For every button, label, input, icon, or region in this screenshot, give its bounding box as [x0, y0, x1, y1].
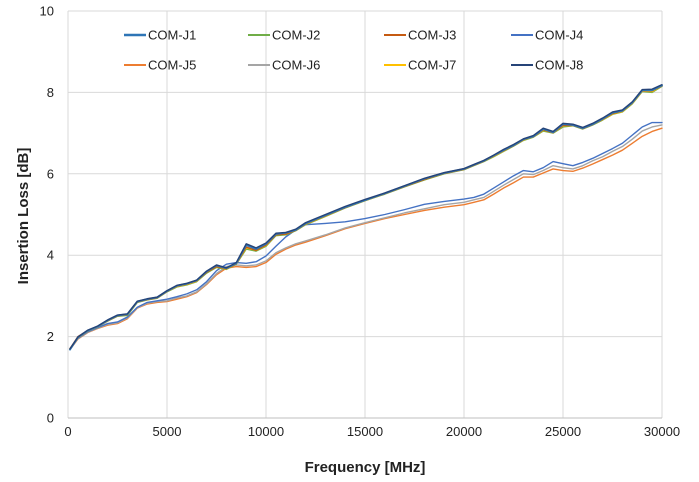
legend-item-com-j4: COM-J4	[511, 28, 583, 43]
series-line-com-j5	[69, 127, 663, 351]
legend-label: COM-J1	[148, 28, 196, 43]
legend-item-com-j1: COM-J1	[124, 28, 196, 43]
y-tick-label: 2	[47, 329, 54, 344]
legend-label: COM-J7	[408, 58, 456, 73]
legend: COM-J1 COM-J2 COM-J3 COM-J4 COM-J5 COM-J6 COM-…	[124, 28, 583, 73]
series-line-com-j1	[69, 84, 663, 351]
x-tick-label: 25000	[545, 424, 581, 439]
y-axis-ticks: 0 2 4 6 8 10	[40, 4, 54, 426]
x-tick-label: 10000	[248, 424, 284, 439]
legend-item-com-j3: COM-J3	[384, 28, 456, 43]
y-axis-title: Insertion Loss [dB]	[15, 148, 32, 285]
legend-item-com-j5: COM-J5	[124, 58, 196, 73]
legend-item-com-j2: COM-J2	[248, 28, 320, 43]
legend-label: COM-J6	[272, 58, 320, 73]
legend-item-com-j6: COM-J6	[248, 58, 320, 73]
legend-label: COM-J4	[535, 28, 583, 43]
y-tick-label: 10	[40, 4, 54, 19]
series-line-com-j4	[69, 121, 663, 350]
series-line-com-j8	[69, 83, 663, 350]
x-axis-title: Frequency [MHz]	[305, 459, 426, 476]
x-tick-label: 20000	[446, 424, 482, 439]
series-lines	[69, 83, 663, 351]
series-line-com-j6	[69, 124, 663, 350]
x-tick-label: 0	[64, 424, 71, 439]
y-tick-label: 8	[47, 85, 54, 100]
legend-label: COM-J3	[408, 28, 456, 43]
x-tick-label: 5000	[153, 424, 182, 439]
legend-label: COM-J8	[535, 58, 583, 73]
y-tick-label: 0	[47, 411, 54, 426]
legend-label: COM-J5	[148, 58, 196, 73]
grid	[67, 10, 663, 419]
y-tick-label: 4	[47, 248, 54, 263]
legend-label: COM-J2	[272, 28, 320, 43]
y-tick-label: 6	[47, 166, 54, 181]
x-tick-label: 15000	[347, 424, 383, 439]
x-tick-label: 30000	[644, 424, 680, 439]
x-axis-ticks: 0 5000 10000 15000 20000 25000 30000	[64, 424, 680, 439]
legend-item-com-j7: COM-J7	[384, 58, 456, 73]
legend-item-com-j8: COM-J8	[511, 58, 583, 73]
